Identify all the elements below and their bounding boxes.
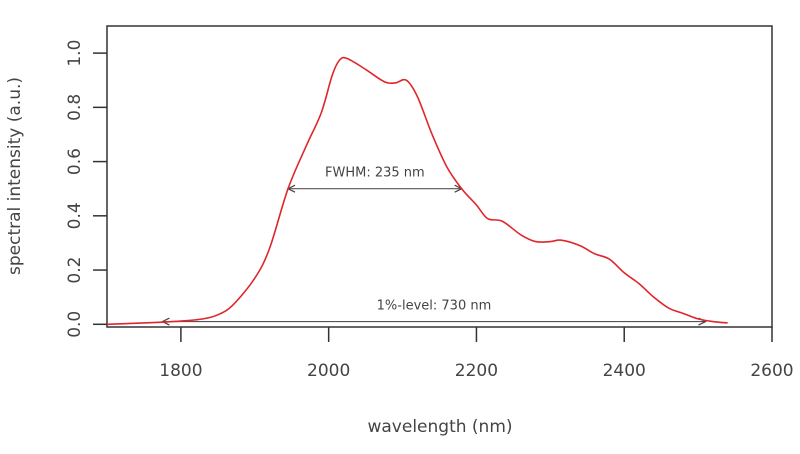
x-tick-label: 2600	[750, 361, 793, 381]
x-tick-label: 2000	[307, 361, 350, 381]
x-tick-label: 2200	[455, 361, 498, 381]
annotation-label: FWHM: 235 nm	[325, 166, 425, 181]
y-axis-label: spectral intensity (a.u.)	[5, 77, 25, 275]
y-tick-label: 1.0	[65, 40, 85, 67]
x-tick-label: 2400	[603, 361, 646, 381]
spectrum-line	[106, 56, 728, 326]
y-tick-label: 0.6	[65, 148, 85, 175]
x-axis-label: wavelength (nm)	[367, 417, 512, 437]
y-tick-label: 0.0	[65, 311, 85, 338]
y-tick-label: 0.8	[65, 94, 85, 121]
y-tick-label: 0.2	[65, 257, 85, 284]
x-tick-label: 1800	[159, 361, 202, 381]
annotation-label: 1%-level: 730 nm	[377, 299, 492, 314]
y-tick-label: 0.4	[65, 202, 85, 229]
plot-frame	[106, 25, 773, 328]
